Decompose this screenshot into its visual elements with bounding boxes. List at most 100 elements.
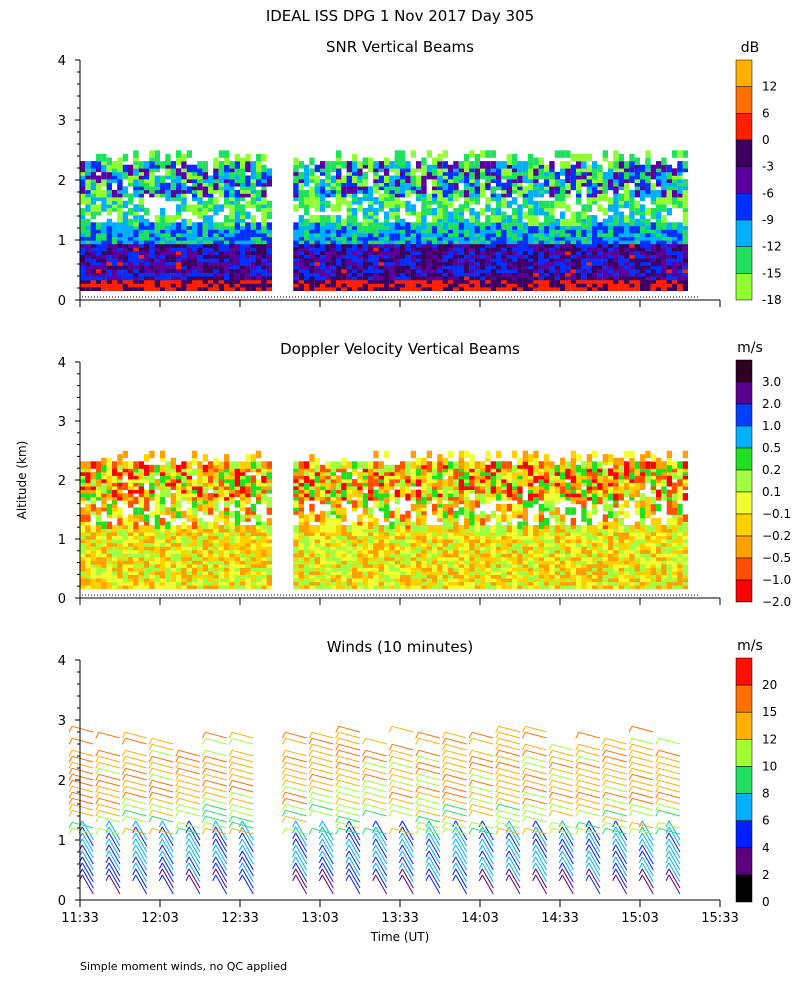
heatmap-cell — [501, 211, 507, 219]
heatmap-cell — [389, 222, 395, 230]
heatmap-cell — [373, 207, 379, 216]
heatmap-cell — [245, 153, 251, 162]
heatmap-cell — [389, 161, 395, 169]
heatmap-cell — [624, 215, 630, 223]
heatmap-cell — [96, 175, 102, 183]
heatmap-cell — [336, 482, 342, 490]
heatmap-cell — [506, 215, 512, 223]
heatmap-cell — [256, 171, 262, 180]
heatmap-cell — [117, 454, 123, 462]
heatmap-cell — [309, 471, 315, 480]
heatmap-cell — [240, 486, 246, 494]
heatmap-cell — [208, 493, 214, 501]
heatmap-cell — [634, 157, 640, 165]
heatmap-cell — [229, 207, 235, 216]
heatmap-cell — [554, 150, 560, 158]
heatmap-cell — [394, 517, 400, 526]
page-title: IDEAL ISS DPG 1 Nov 2017 Day 305 — [266, 7, 534, 25]
heatmap-cell — [101, 164, 107, 173]
heatmap-cell — [384, 157, 390, 165]
heatmap-cell — [224, 461, 230, 469]
heatmap-cell — [490, 222, 496, 230]
heatmap-cell — [522, 175, 528, 183]
heatmap-cell — [85, 475, 91, 483]
heatmap-cell — [304, 207, 310, 216]
heatmap-cell — [661, 215, 667, 223]
heatmap-cell — [613, 215, 619, 223]
panel-title: SNR Vertical Beams — [326, 38, 474, 56]
heatmap-cell — [245, 200, 251, 209]
heatmap-cell — [165, 486, 171, 494]
heatmap-cell — [250, 222, 256, 230]
heatmap-cell — [96, 189, 102, 198]
heatmap-cell — [202, 521, 208, 529]
heatmap-cell — [304, 461, 310, 469]
heatmap-cell — [384, 464, 390, 473]
heatmap-cell — [234, 489, 240, 498]
heatmap-cell — [682, 150, 688, 158]
heatmap-cell — [176, 168, 182, 176]
heatmap-cell — [208, 500, 214, 508]
heatmap-cell — [90, 197, 96, 205]
heatmap-cell — [101, 153, 107, 162]
heatmap-cell — [410, 175, 416, 183]
heatmap-cell — [394, 186, 400, 194]
doppler-panel: Doppler Velocity Vertical Beams012343.02… — [58, 340, 791, 609]
heatmap-cell — [96, 182, 102, 191]
heatmap-cell — [293, 164, 299, 173]
heatmap-cell — [416, 525, 422, 533]
heatmap-cell — [202, 486, 208, 494]
heatmap-cell — [309, 503, 315, 512]
heatmap-cell — [250, 171, 256, 180]
heatmap-cell — [549, 215, 555, 223]
heatmap-cell — [672, 150, 678, 158]
heatmap-cell — [437, 222, 443, 230]
heatmap-cell — [416, 517, 422, 526]
heatmap-cell — [362, 157, 368, 165]
heatmap-cell — [608, 161, 614, 169]
heatmap-cell — [101, 200, 107, 209]
heatmap-cell — [645, 207, 651, 216]
heatmap-cell — [245, 175, 251, 183]
heatmap-cell — [90, 161, 96, 169]
heatmap-cell — [298, 200, 304, 209]
heatmap-cell — [394, 197, 400, 205]
heatmap-cell — [154, 175, 160, 183]
heatmap-cell — [400, 150, 406, 158]
heatmap-cell — [80, 161, 86, 169]
heatmap-cell — [453, 222, 459, 230]
heatmap-cell — [453, 161, 459, 169]
heatmap-cell — [320, 510, 326, 519]
heatmap-cell — [672, 189, 678, 198]
heatmap-cell — [325, 525, 331, 533]
heatmap-cell — [181, 510, 187, 519]
heatmap-cell — [490, 215, 496, 223]
heatmap-cell — [581, 161, 587, 169]
heatmap-cell — [560, 200, 566, 209]
heatmap-cell — [549, 186, 555, 194]
heatmap-cell — [90, 222, 96, 230]
heatmap-cell — [410, 450, 416, 459]
heatmap-cell — [80, 461, 86, 469]
heatmap-cell — [186, 525, 192, 533]
heatmap-cell — [378, 461, 384, 469]
heatmap-cell — [432, 168, 438, 176]
heatmap-cell — [549, 200, 555, 209]
heatmap-cell — [357, 197, 363, 205]
heatmap-cell — [378, 161, 384, 169]
heatmap-cell — [128, 193, 134, 201]
heatmap-cell — [160, 489, 166, 498]
heatmap-cell — [469, 215, 475, 223]
heatmap-cell — [240, 461, 246, 469]
heatmap-cell — [117, 215, 123, 223]
heatmap-cell — [554, 193, 560, 201]
heatmap-cell — [144, 218, 150, 227]
heatmap-cell — [112, 189, 118, 198]
heatmap-cell — [192, 468, 198, 476]
heatmap-cell — [586, 222, 592, 230]
heatmap-cell — [314, 489, 320, 498]
heatmap-cell — [581, 204, 587, 212]
heatmap-cell — [298, 215, 304, 223]
heatmap-cell — [368, 186, 374, 194]
